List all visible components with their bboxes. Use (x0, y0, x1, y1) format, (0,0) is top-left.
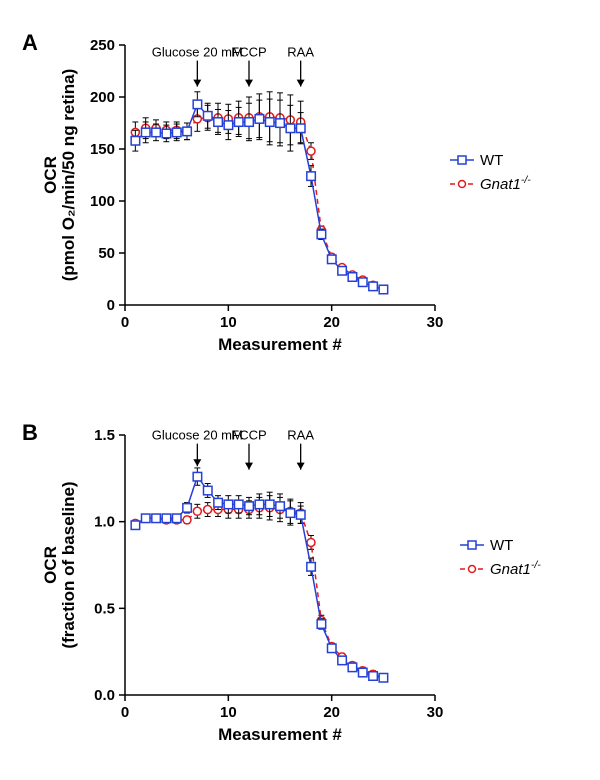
svg-text:Measurement #: Measurement # (218, 725, 342, 744)
panel-a-label: A (22, 30, 38, 56)
panel-b-label: B (22, 420, 38, 446)
svg-text:1.5: 1.5 (94, 427, 115, 444)
svg-text:10: 10 (220, 314, 237, 331)
svg-text:20: 20 (323, 704, 340, 721)
svg-text:Glucose 20 mM: Glucose 20 mM (152, 45, 243, 60)
svg-text:250: 250 (90, 37, 115, 54)
svg-text:OCR(pmol O₂/min/50 ng retina): OCR(pmol O₂/min/50 ng retina) (41, 69, 78, 282)
svg-text:30: 30 (427, 314, 444, 331)
svg-text:WT: WT (490, 537, 513, 554)
svg-text:WT: WT (480, 152, 503, 169)
svg-text:0: 0 (121, 704, 129, 721)
svg-text:FCCP: FCCP (231, 428, 266, 443)
svg-text:10: 10 (220, 704, 237, 721)
svg-text:20: 20 (323, 314, 340, 331)
svg-text:1.0: 1.0 (94, 514, 115, 531)
svg-text:Glucose 20 mM: Glucose 20 mM (152, 428, 243, 443)
svg-text:0.5: 0.5 (94, 600, 115, 617)
svg-text:0: 0 (107, 297, 115, 314)
svg-text:RAA: RAA (287, 45, 314, 60)
svg-text:100: 100 (90, 193, 115, 210)
svg-text:Gnat1-/-: Gnat1-/- (490, 559, 541, 578)
svg-text:30: 30 (427, 704, 444, 721)
svg-text:0: 0 (121, 314, 129, 331)
svg-text:FCCP: FCCP (231, 45, 266, 60)
svg-text:200: 200 (90, 89, 115, 106)
svg-text:Gnat1-/-: Gnat1-/- (480, 174, 531, 193)
panel-a-chart: 0 10 20 30 0 50 100 150 200 250 Measurement # OCR(p… (40, 30, 580, 390)
svg-text:150: 150 (90, 141, 115, 158)
svg-text:0.0: 0.0 (94, 687, 115, 704)
svg-text:50: 50 (98, 245, 115, 262)
svg-text:Measurement #: Measurement # (218, 335, 342, 354)
panel-b-chart: 0 10 20 30 0.0 0.5 1.0 1.5 Measurement # OCR(frac… (40, 420, 580, 780)
svg-text:RAA: RAA (287, 428, 314, 443)
svg-text:OCR(fraction of baseline): OCR(fraction of baseline) (41, 481, 78, 648)
